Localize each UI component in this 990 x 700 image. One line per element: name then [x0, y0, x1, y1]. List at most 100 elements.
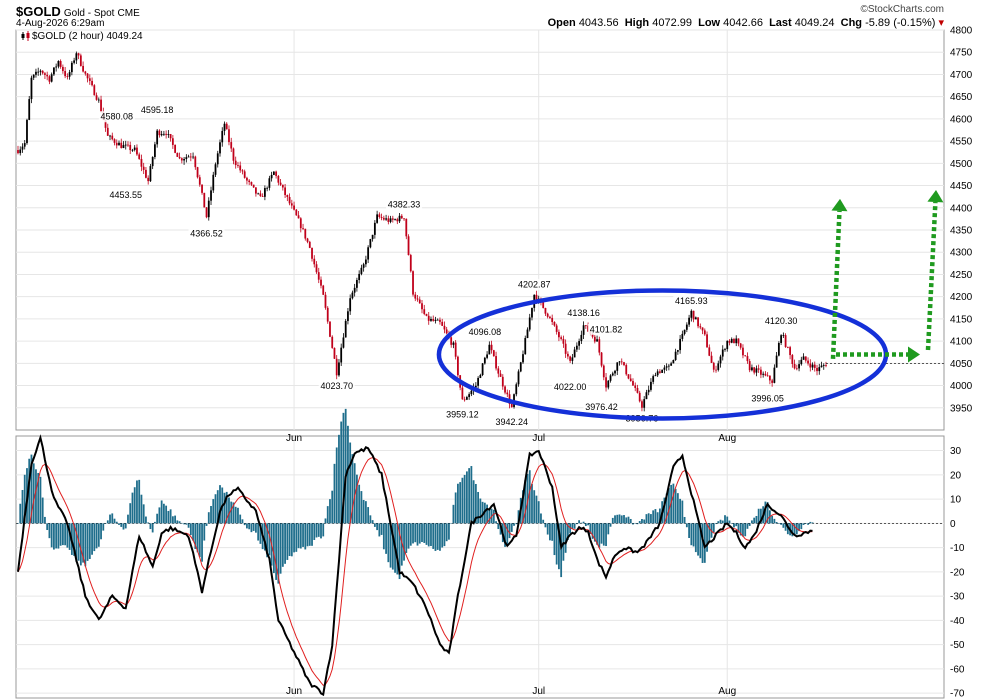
histogram-bar — [333, 463, 336, 524]
histogram-bar — [688, 523, 690, 539]
candle — [697, 317, 699, 329]
candle — [620, 358, 623, 365]
annotation-bg — [386, 199, 423, 211]
histogram-bar — [508, 523, 511, 539]
histogram-bar — [739, 523, 742, 536]
histogram-bar — [533, 490, 536, 524]
candle — [549, 315, 551, 320]
price-tick-label: 4500 — [950, 159, 973, 170]
candle — [369, 238, 372, 249]
candle — [360, 264, 363, 276]
arrow-head — [908, 346, 920, 363]
candle — [733, 337, 735, 344]
histogram-bar — [443, 523, 446, 547]
histogram-bar — [257, 523, 260, 541]
price-annotation: 4580.08 — [100, 112, 133, 122]
histogram-bar — [201, 523, 203, 562]
histogram-bar — [241, 519, 244, 524]
candle — [21, 143, 24, 153]
candle — [605, 372, 607, 392]
histogram-bar — [322, 523, 325, 537]
candle — [88, 74, 91, 85]
candle — [645, 389, 648, 400]
histogram-bar — [656, 512, 659, 524]
oscillator-tick-label: 30 — [950, 446, 962, 457]
histogram-bar — [418, 523, 421, 544]
candle — [64, 67, 67, 79]
candle — [627, 374, 630, 380]
histogram-bar — [219, 485, 221, 524]
candle — [356, 277, 358, 292]
candle — [373, 220, 376, 239]
histogram-bar — [809, 521, 812, 524]
histogram-bar — [492, 509, 495, 524]
histogram-bar — [284, 523, 286, 564]
oscillator-tick-label: -70 — [950, 689, 965, 700]
histogram-bar — [650, 514, 652, 524]
candle — [311, 247, 313, 262]
candle — [400, 214, 403, 219]
candle — [544, 307, 547, 316]
candle — [504, 385, 506, 395]
candle — [252, 184, 255, 188]
histogram-bar — [338, 434, 340, 524]
histogram-bar — [558, 523, 560, 570]
candle — [647, 385, 650, 396]
candle — [223, 121, 226, 136]
histogram-bar — [398, 523, 401, 580]
histogram-bar — [513, 523, 515, 526]
candle — [703, 328, 706, 336]
histogram-bar — [549, 523, 551, 541]
histogram-bar — [681, 500, 684, 524]
candle — [432, 315, 435, 322]
histogram-bar — [400, 523, 403, 566]
candle — [683, 329, 686, 336]
histogram-bar — [488, 509, 491, 524]
oscillator-tick-label: -10 — [950, 543, 965, 554]
candle — [735, 335, 738, 347]
candle — [324, 291, 327, 310]
oscillator-tick-label: 0 — [950, 519, 956, 530]
candle — [517, 369, 520, 387]
candle — [405, 218, 408, 240]
candle — [171, 135, 174, 149]
histogram-bar — [351, 454, 354, 524]
candle — [753, 366, 756, 375]
histogram-bar — [324, 518, 327, 524]
histogram-bar — [744, 523, 747, 537]
histogram-bar — [753, 517, 756, 524]
candle — [757, 364, 760, 373]
candle — [270, 171, 273, 182]
candle — [66, 73, 69, 80]
candle — [804, 356, 807, 363]
candle — [506, 389, 509, 398]
histogram-bar — [263, 523, 266, 551]
histogram-bar — [326, 506, 329, 524]
candle — [279, 179, 282, 186]
candle — [37, 67, 40, 76]
histogram-bar — [407, 523, 410, 549]
histogram-bar — [97, 523, 100, 547]
candle — [347, 307, 349, 325]
histogram-bar — [61, 523, 64, 546]
candle — [77, 52, 80, 60]
candle — [501, 374, 504, 390]
histogram-bar — [699, 523, 702, 559]
histogram-bar — [356, 474, 358, 524]
candle — [636, 384, 639, 394]
candle — [760, 366, 762, 379]
candle — [32, 74, 35, 81]
candle — [425, 313, 428, 317]
annotation-bg — [673, 295, 710, 307]
histogram-bar — [620, 515, 623, 524]
candle — [95, 92, 98, 101]
histogram-bar — [742, 523, 744, 537]
candle — [558, 329, 560, 342]
histogram-bar — [569, 523, 572, 534]
candle — [575, 342, 578, 353]
candle — [685, 322, 688, 333]
candle — [214, 162, 217, 178]
candle — [409, 253, 412, 273]
candle — [522, 350, 524, 364]
candle — [239, 161, 242, 173]
